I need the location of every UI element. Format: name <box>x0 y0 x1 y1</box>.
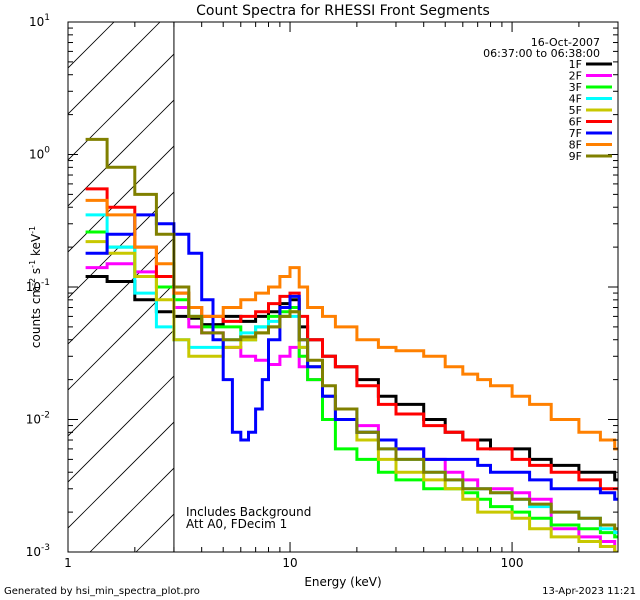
hatch-line <box>68 99 174 207</box>
series-8F-line <box>85 198 618 451</box>
y-tick-label: 101 <box>29 13 50 29</box>
y-axis-label: counts cm-2 s-1 keV-1 <box>28 226 43 348</box>
hatch-line <box>458 0 640 552</box>
hatch-line <box>68 53 174 161</box>
x-tick-label: 100 <box>501 556 524 570</box>
legend-label-8F: 8F <box>569 139 582 152</box>
hatch-line <box>0 0 100 552</box>
x-tick-label: 10 <box>282 556 297 570</box>
y-tick-labels: 10-3 10-2 10-1 100 101 <box>26 13 51 559</box>
x-axis-label: Energy (keV) <box>304 575 381 589</box>
excluded-energy-hatch <box>0 0 640 552</box>
series-9F-line <box>85 137 618 531</box>
hatch-line <box>68 421 174 529</box>
hatch-line <box>0 0 146 552</box>
hatch-line <box>135 513 174 552</box>
attenuator-note: Att A0, FDecim 1 <box>186 517 287 531</box>
hatch-line <box>274 0 640 552</box>
series-7F-line <box>85 213 618 501</box>
legend-label-2F: 2F <box>569 70 582 83</box>
series-group <box>85 137 618 552</box>
hatch-line <box>366 0 640 552</box>
x-tick-label: 1 <box>64 556 72 570</box>
y-tick-label: 100 <box>29 146 50 162</box>
x-tick-labels: 1 10 100 <box>64 556 523 570</box>
hatch-line <box>320 0 640 552</box>
legend-label-1F: 1F <box>569 58 582 71</box>
y-tick-label: 10-3 <box>26 543 50 559</box>
hatch-line <box>68 329 174 437</box>
hatch-line <box>68 375 174 483</box>
time-range-label: 06:37:00 to 06:38:00 <box>483 47 600 60</box>
timestamp-footer: 13-Apr-2023 11:21 <box>542 586 636 597</box>
hatch-line <box>68 145 174 253</box>
date-label: 16-Oct-2007 <box>531 36 600 49</box>
legend-label-6F: 6F <box>569 116 582 129</box>
plot-frame <box>67 21 619 553</box>
generated-by-footer: Generated by hsi_min_spectra_plot.pro <box>4 586 200 597</box>
legend-label-4F: 4F <box>569 93 582 106</box>
background-note: Includes Background <box>186 505 311 519</box>
y-tick-label: 10-1 <box>26 278 50 294</box>
hatch-line <box>550 0 640 552</box>
y-tick-label: 10-2 <box>26 411 50 427</box>
legend-label-9F: 9F <box>569 150 582 163</box>
axis-ticks <box>67 21 619 553</box>
chart-title: Count Spectra for RHESSI Front Segments <box>196 3 490 19</box>
legend-label-7F: 7F <box>569 127 582 140</box>
legend-label-5F: 5F <box>569 104 582 117</box>
hatch-line <box>68 191 174 299</box>
legend-label-3F: 3F <box>569 81 582 94</box>
